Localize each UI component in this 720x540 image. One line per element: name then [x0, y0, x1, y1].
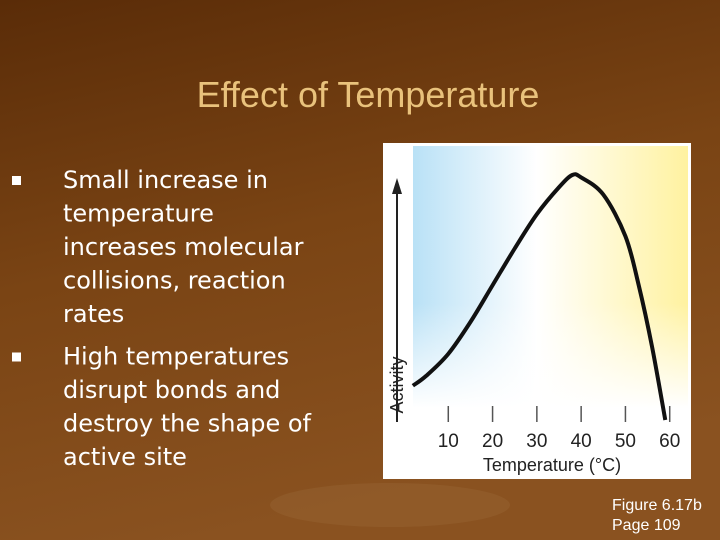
bullet-text: destroy the shape of [63, 410, 312, 438]
bullet-text: disrupt bonds and [63, 376, 280, 404]
plot-fade [413, 146, 688, 408]
x-axis-label: Temperature (°C) [483, 455, 621, 475]
bullet-text: increases molecular [63, 233, 304, 261]
bullet-list: Small increase in temperature increases mo… [12, 166, 312, 471]
bullet-text: temperature [63, 200, 214, 228]
bullet-text: Small increase in [63, 166, 268, 194]
y-axis-label: Activity [387, 356, 407, 413]
x-tick-label: 50 [615, 431, 636, 452]
decor [270, 483, 510, 527]
chart: 10 20 30 40 50 60 Temperature (°C) Activity [387, 172, 680, 475]
x-tick-label: 30 [526, 431, 547, 452]
caption-line: Figure 6.17b [612, 497, 702, 514]
caption-line: Page 109 [612, 517, 681, 534]
x-tick-label: 20 [482, 431, 503, 452]
bullet-marker [12, 352, 21, 362]
arrow-head [392, 178, 402, 194]
bullet-text: active site [63, 443, 187, 471]
activity-curve [411, 172, 668, 421]
x-tick-label: 60 [659, 431, 680, 452]
bullet-marker [12, 176, 21, 185]
x-tick-label: 40 [571, 431, 592, 452]
bullet-text: rates [63, 300, 124, 328]
bullet-text: High temperatures [63, 343, 289, 371]
title: Effect of Temperature [197, 74, 540, 115]
bullet-text: collisions, reaction [63, 267, 286, 295]
x-tick-label: 10 [438, 431, 459, 452]
